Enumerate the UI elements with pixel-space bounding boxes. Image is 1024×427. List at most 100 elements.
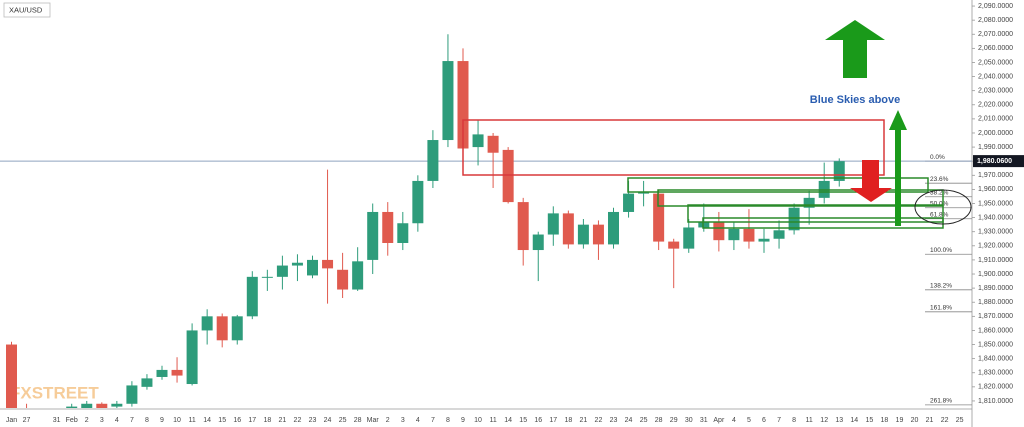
candle-body [111, 403, 123, 407]
candle-body [758, 238, 770, 242]
x-tick-label: Jan [6, 417, 17, 424]
resistance-box [462, 119, 885, 176]
last-price-label: 1,980.0600 [977, 158, 1012, 165]
candle-body [397, 223, 409, 243]
x-tick-label: 7 [130, 417, 134, 424]
x-tick-label: 25 [339, 417, 347, 424]
support-box [657, 189, 944, 207]
y-tick-label: 1,990.0000 [978, 144, 1013, 151]
candles [6, 34, 845, 408]
x-tick-label: 31 [700, 417, 708, 424]
candle-body [412, 180, 424, 224]
x-tick-label: 20 [911, 417, 919, 424]
x-tick-label: 15 [865, 417, 873, 424]
candle-body [171, 369, 183, 376]
x-tick-label: 17 [248, 417, 256, 424]
y-tick-label: 2,090.0000 [978, 3, 1013, 10]
candle-body [307, 259, 318, 276]
candle-body [6, 344, 17, 408]
candle-body [577, 224, 589, 245]
candle-body [352, 261, 364, 290]
x-tick-label: 18 [263, 417, 271, 424]
x-tick-label: 29 [670, 417, 678, 424]
candle-body [728, 228, 740, 241]
candle-body [81, 403, 93, 408]
candle-body [231, 316, 243, 341]
candle-body [337, 269, 349, 290]
candle-body [126, 385, 138, 404]
fib-label: 138.2% [930, 283, 952, 290]
x-tick-label: 22 [941, 417, 949, 424]
candle-body [773, 230, 785, 239]
candle-body [141, 378, 153, 387]
candle-body [201, 316, 213, 331]
x-tick-label: 5 [747, 417, 751, 424]
candle-body [592, 224, 604, 245]
y-tick-label: 2,080.0000 [978, 17, 1013, 24]
x-tick-label: 12 [820, 417, 828, 424]
candle-body [638, 192, 650, 194]
fib-label: 100.0% [930, 247, 952, 254]
y-tick-label: 1,860.0000 [978, 327, 1013, 334]
candle-body [547, 213, 559, 235]
candle-body [608, 211, 619, 245]
candle-body [698, 221, 710, 228]
x-tick-label: 4 [115, 417, 119, 424]
fib-label: 261.8% [930, 398, 952, 405]
candle-body [623, 193, 635, 212]
x-tick-label: Feb [66, 417, 78, 424]
up-arrow [895, 128, 901, 226]
down-arrow [862, 160, 879, 188]
highlight-ellipse [914, 189, 972, 225]
y-tick-label: 2,070.0000 [978, 31, 1013, 38]
y-tick-label: 1,890.0000 [978, 285, 1013, 292]
x-tick-label: 7 [431, 417, 435, 424]
candle-body [382, 211, 394, 243]
x-tick-label: 9 [160, 417, 164, 424]
x-tick-label: 2 [85, 417, 89, 424]
candle-body [517, 202, 529, 251]
chart-title: XAU/USD [9, 5, 43, 14]
x-tick-label: 2 [386, 417, 390, 424]
annotations: Blue Skies above [462, 20, 972, 229]
x-tick-label: 15 [218, 417, 226, 424]
x-tick-label: Mar [367, 417, 380, 424]
y-tick-label: 2,030.0000 [978, 88, 1013, 95]
x-tick-label: 24 [324, 417, 332, 424]
x-tick-label: 28 [655, 417, 663, 424]
x-tick-label: 7 [777, 417, 781, 424]
x-tick-label: 30 [685, 417, 693, 424]
x-tick-label: 3 [100, 417, 104, 424]
x-tick-label: 21 [926, 417, 934, 424]
candle-body [216, 316, 228, 341]
x-tick-label: 16 [233, 417, 241, 424]
big-up-arrow [825, 20, 885, 40]
y-tick-label: 1,840.0000 [978, 355, 1013, 362]
candle-body [502, 149, 514, 203]
candle-body [562, 213, 574, 245]
y-tick-label: 1,950.0000 [978, 200, 1013, 207]
x-tick-label: 14 [203, 417, 211, 424]
y-tick-label: 1,850.0000 [978, 341, 1013, 348]
x-tick-label: 11 [806, 417, 813, 424]
candle-body [743, 228, 755, 242]
y-tick-label: 2,020.0000 [978, 102, 1013, 109]
candle-body [788, 207, 800, 231]
x-tick-label: 6 [762, 417, 766, 424]
x-tick-label: 10 [173, 417, 181, 424]
x-tick-label: Apr [713, 417, 725, 424]
up-arrow [889, 110, 907, 130]
x-tick-label: 14 [504, 417, 512, 424]
y-tick-label: 1,940.0000 [978, 214, 1013, 221]
candle-body [472, 134, 484, 148]
x-tick-label: 23 [610, 417, 618, 424]
candle-body [683, 227, 695, 249]
y-tick-label: 1,810.0000 [978, 398, 1013, 405]
candle-body [186, 330, 198, 385]
x-tick-label: 18 [881, 417, 889, 424]
candle-body [367, 211, 379, 260]
y-tick-label: 1,970.0000 [978, 172, 1013, 179]
